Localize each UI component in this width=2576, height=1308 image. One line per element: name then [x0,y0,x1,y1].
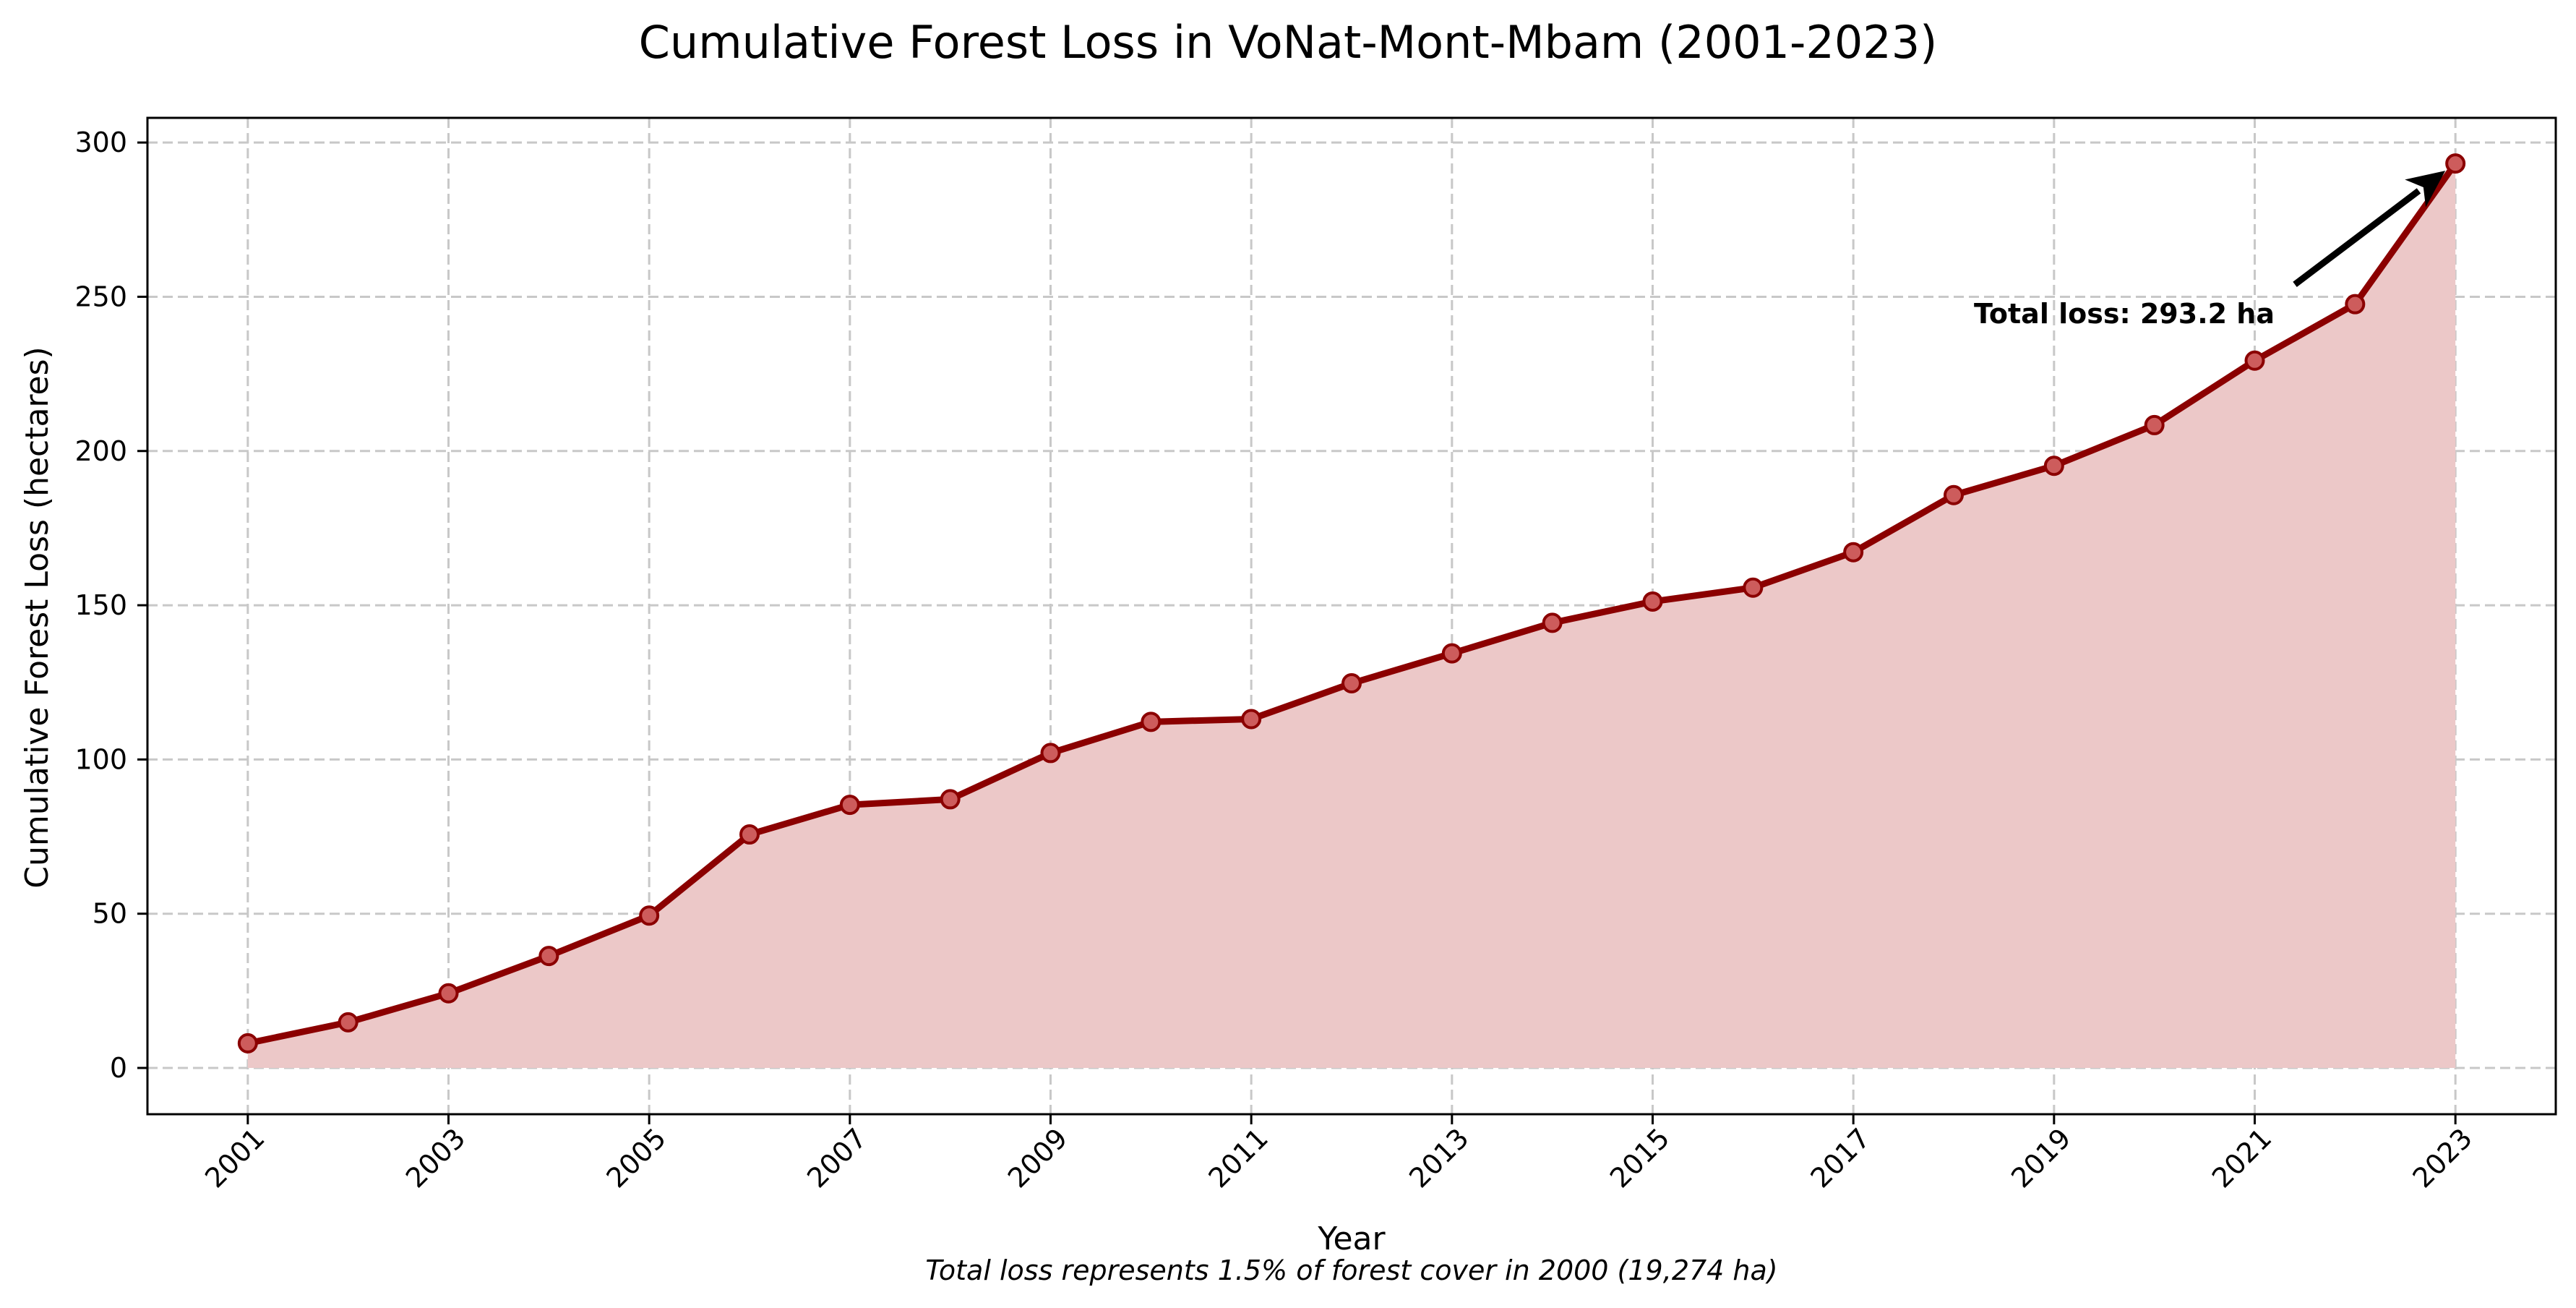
plot-frame [146,116,2557,1116]
x-tick-label: 2003 [400,1122,472,1194]
data-point [839,795,860,816]
data-point [2043,456,2064,476]
data-point [2244,350,2265,371]
data-point [739,824,760,845]
x-tick-label: 2013 [1403,1122,1475,1194]
data-point [1743,577,1764,598]
annotation-arrow-head [2405,171,2446,208]
data-point [940,789,961,810]
data-point [1441,643,1462,664]
annotation-label: Total loss: 293.2 ha [1974,298,2275,330]
x-tick-label: 2011 [1202,1122,1274,1194]
x-tick-label: 2021 [2206,1122,2278,1194]
x-axis-ticks: 2001 2003 2005 2007 2009 2011 2013 2015 2017 2019… [199,1114,2478,1194]
data-point [538,946,559,967]
data-point [1642,591,1663,612]
data-point [2445,153,2466,174]
y-tick-label: 300 [74,127,127,158]
data-point [237,1033,258,1053]
x-axis-label: Year [1317,1221,1386,1257]
y-tick-label: 150 [74,589,127,621]
annotation-arrow-line [2293,188,2421,287]
y-axis-ticks: 0 50 100 150 200 250 300 [74,127,147,1084]
data-point [1040,743,1061,764]
area-fill [247,163,2456,1069]
data-point [639,905,660,926]
y-tick-label: 250 [74,281,127,312]
x-tick-label: 2023 [2406,1122,2478,1194]
data-point [1341,673,1362,694]
data-point [438,983,459,1004]
x-tick-label: 2007 [801,1122,873,1194]
data-point [1241,709,1262,730]
x-tick-label: 2017 [1804,1122,1876,1194]
data-point [2345,294,2366,315]
x-tick-label: 2005 [600,1122,672,1194]
y-tick-label: 200 [74,435,127,467]
x-tick-label: 2015 [1604,1122,1676,1194]
x-tick-label: 2001 [199,1122,271,1194]
y-tick-label: 50 [93,898,127,930]
data-markers [237,153,2466,1053]
x-tick-label: 2019 [2005,1122,2077,1194]
data-point [338,1012,359,1033]
data-point [1843,542,1864,563]
chart-title: Cumulative Forest Loss in VoNat-Mont-Mba… [639,16,1938,69]
y-tick-label: 0 [110,1052,127,1084]
data-point [1141,711,1162,732]
y-axis-label: Cumulative Forest Loss (hectares) [19,346,56,888]
x-tick-label: 2009 [1002,1122,1074,1194]
total-loss-annotation: Total loss: 293.2 ha [1974,171,2446,330]
footnote: Total loss represents 1.5% of forest cov… [925,1254,1777,1286]
data-point [1542,612,1563,633]
y-tick-label: 100 [74,743,127,775]
data-point [2144,414,2165,435]
data-point [1944,484,1964,505]
area-fill-layer [247,163,2456,1069]
